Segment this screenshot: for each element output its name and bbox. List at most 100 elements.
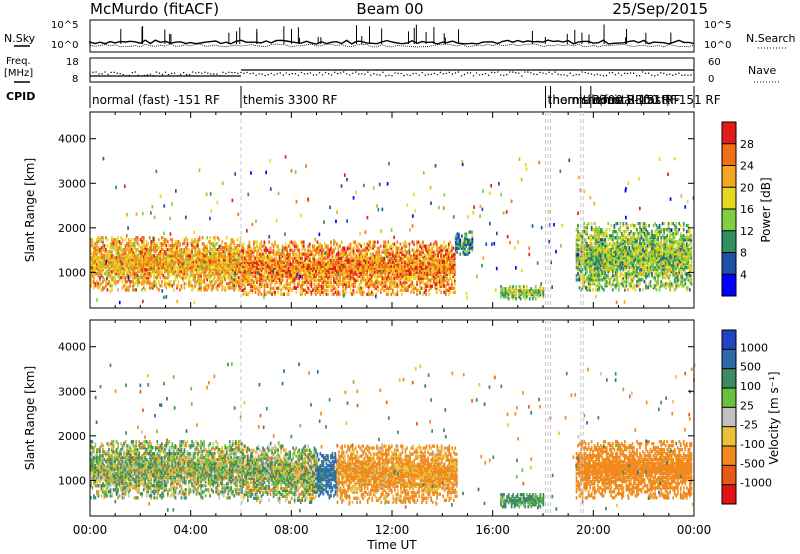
range-gate-cell [292,286,294,290]
range-gate-cell [271,250,273,254]
range-gate-cell [207,274,210,278]
range-gate-cell [590,268,593,272]
range-gate-cell [111,260,113,264]
range-gate-cell [411,270,414,274]
range-gate-cell [425,268,427,272]
range-gate-cell [596,238,599,242]
range-gate-cell [164,270,166,274]
range-gate-cell [241,284,243,288]
range-gate-cell [305,268,308,272]
range-gate-cell [105,282,107,286]
range-gate-cell [221,266,224,270]
range-gate-cell [375,292,378,296]
range-gate-cell [443,278,445,282]
range-gate-cell [340,248,343,252]
range-gate-cell [339,268,341,272]
range-gate-cell [254,286,257,290]
range-gate-cell [423,276,426,280]
range-gate-cell [598,270,601,274]
range-gate-cell [501,289,504,293]
range-gate-cell [577,278,579,282]
range-gate-cell [360,250,362,254]
range-gate-cell [228,254,231,258]
range-gate-cell [399,268,402,272]
range-gate-cell [366,284,368,288]
range-gate-cell [343,246,346,250]
range-gate-cell [138,268,140,272]
range-gate-cell [402,272,405,276]
range-gate-cell [598,236,601,240]
range-gate-cell [142,240,145,244]
range-gate-cell [462,238,465,242]
range-gate-cell [419,264,421,268]
range-gate-cell [393,278,396,282]
range-gate-cell [456,250,459,254]
range-gate-cell [533,295,536,299]
range-gate-cell [577,274,579,278]
range-gate-cell [357,274,359,278]
range-gate-cell [203,244,205,248]
range-gate-cell [447,258,450,262]
range-gate-cell [379,274,382,278]
range-gate-cell [302,260,305,264]
range-gate-cell [195,282,198,286]
range-gate-cell [173,266,175,270]
range-gate-cell [464,246,466,250]
range-gate-cell [449,260,452,264]
range-gate-cell [327,288,329,292]
range-gate-cell [109,270,112,274]
range-gate-cell [307,252,310,256]
range-gate-cell [189,270,192,274]
range-gate-cell [592,228,594,232]
range-gate-cell [398,250,400,254]
nave-point [291,73,294,75]
range-gate-cell [176,250,178,254]
range-gate-cell [194,268,196,272]
range-gate-cell [373,240,376,244]
range-gate-cell [355,262,358,266]
range-gate-cell [171,238,174,242]
range-gate-cell [468,240,471,244]
range-gate-cell [590,228,593,232]
range-gate-cell [197,250,199,254]
nave-point [201,72,203,75]
range-gate-cell [513,289,516,293]
range-gate-cell [503,287,505,291]
range-gate-cell [179,242,181,246]
range-gate-cell [139,246,142,250]
range-gate-cell [372,256,375,260]
range-gate-cell [239,268,242,272]
range-gate-cell [419,256,421,260]
range-gate-cell [343,264,346,268]
range-gate-cell [242,272,245,276]
range-gate-cell [321,254,323,258]
range-gate-cell [364,248,367,252]
range-gate-cell [183,238,186,242]
range-gate-cell [289,260,291,264]
nave-point [684,74,686,76]
range-gate-cell [132,280,134,284]
range-gate-cell [333,286,335,290]
range-gate-cell [360,280,362,284]
range-gate-cell [207,268,210,272]
range-gate-cell [198,276,201,280]
nave-point [128,74,130,77]
range-gate-cell [268,266,270,270]
range-gate-cell [117,280,119,284]
range-gate-cell [437,268,439,272]
range-gate-cell [274,252,276,256]
range-gate-cell [592,248,594,252]
range-gate-cell [521,291,524,295]
range-gate-cell [413,252,415,256]
range-gate-cell [590,258,593,262]
range-gate-cell [345,284,347,288]
range-gate-cell [171,254,174,258]
range-gate-cell [413,258,415,262]
range-gate-cell [182,250,184,254]
range-gate-cell [318,262,320,266]
range-gate-cell [99,278,101,282]
range-gate-cell [343,256,346,260]
range-gate-cell [542,291,545,295]
range-gate-cell [150,246,153,250]
range-gate-cell [346,264,349,268]
